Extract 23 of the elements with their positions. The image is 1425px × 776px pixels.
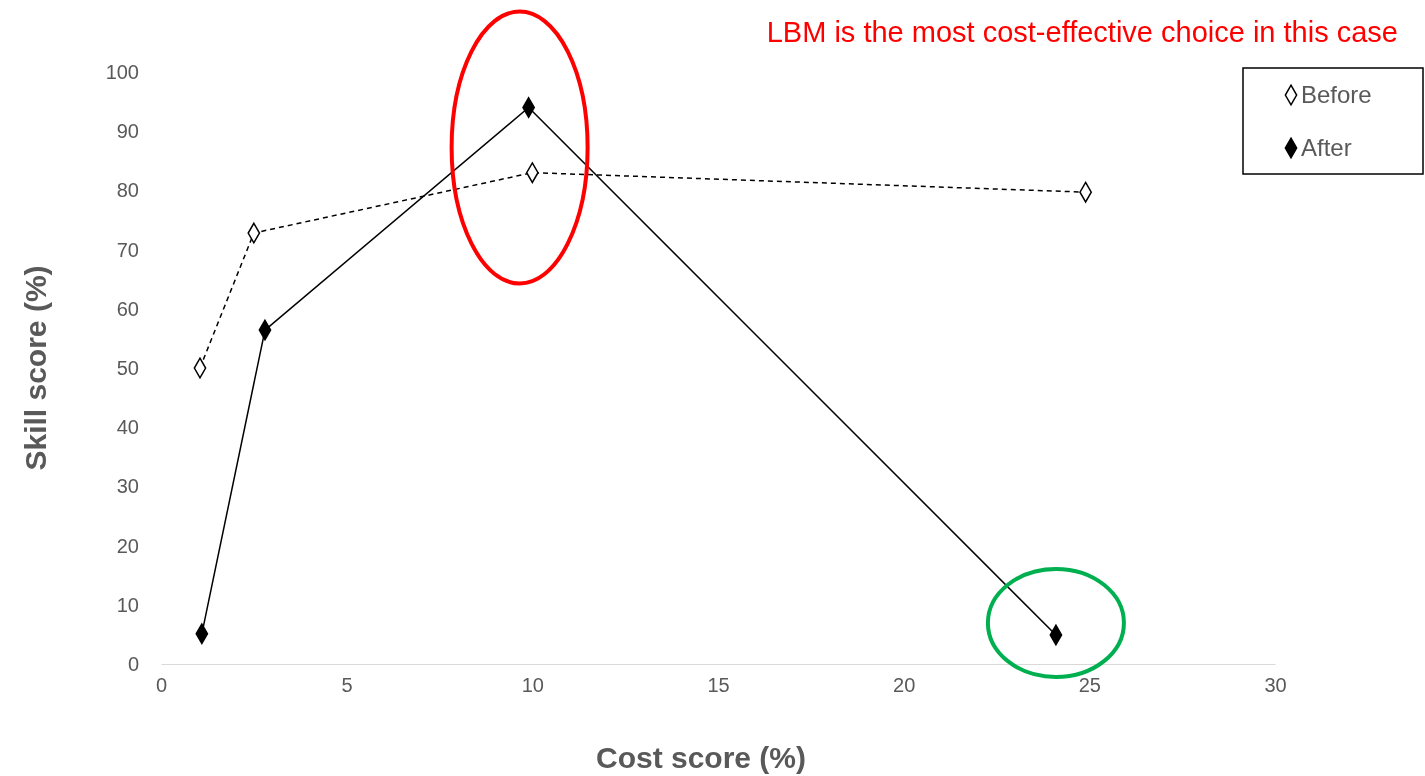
y-tick-label: 50 <box>116 356 139 379</box>
y-tick-label: 100 <box>105 60 139 83</box>
y-tick-label: 20 <box>116 534 139 557</box>
x-axis-title: Cost score (%) <box>595 741 807 774</box>
x-tick-label: 25 <box>1078 674 1101 697</box>
y-tick-label: 30 <box>116 475 139 498</box>
legend-label: After <box>1301 134 1352 161</box>
y-tick-label: 90 <box>116 120 139 143</box>
x-tick-label: 0 <box>155 674 168 697</box>
legend-label: Before <box>1301 81 1372 108</box>
text: LBM is the most cost-effective choice in this case <box>766 16 1398 48</box>
y-tick-label: 10 <box>116 593 139 616</box>
y-tick-label: 0 <box>127 652 139 675</box>
x-tick-label: 15 <box>707 674 730 697</box>
x-tick-label: 5 <box>341 674 353 697</box>
y-tick-label: 70 <box>116 238 139 261</box>
x-tick-label: 10 <box>521 674 544 697</box>
y-tick-label: 60 <box>116 297 139 320</box>
y-axis-title: Skill score (%) <box>19 265 52 471</box>
x-tick-label: 30 <box>1264 674 1287 697</box>
x-tick-label: 20 <box>893 674 916 697</box>
y-tick-label: 80 <box>116 179 139 202</box>
y-tick-label: 40 <box>116 416 139 439</box>
